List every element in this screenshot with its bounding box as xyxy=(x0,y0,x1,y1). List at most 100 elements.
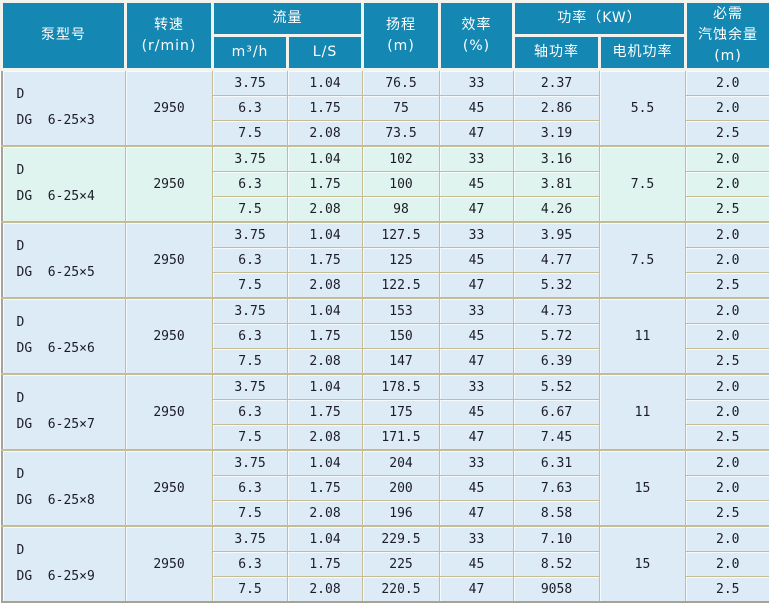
pump-model-line2: DG 6-25×4 xyxy=(17,184,125,210)
header-npsh-unit: (m) xyxy=(688,46,768,67)
cell-flow-m3h: 6.3 xyxy=(213,476,288,501)
pump-model-line2: DG 6-25×5 xyxy=(17,260,125,286)
cell-efficiency: 45 xyxy=(440,248,514,273)
cell-efficiency: 47 xyxy=(440,501,514,527)
cell-efficiency: 45 xyxy=(440,476,514,501)
cell-shaft-power: 5.52 xyxy=(514,374,600,400)
cell-head: 127.5 xyxy=(363,222,440,248)
pump-model-line1: D xyxy=(17,234,125,260)
cell-speed: 2950 xyxy=(126,70,213,147)
pump-model-line2: DG 6-25×8 xyxy=(17,488,125,514)
cell-npsh: 2.0 xyxy=(686,96,769,121)
cell-flow-m3h: 6.3 xyxy=(213,400,288,425)
cell-head: 178.5 xyxy=(363,374,440,400)
cell-head: 122.5 xyxy=(363,273,440,299)
cell-efficiency: 47 xyxy=(440,349,514,375)
cell-efficiency: 33 xyxy=(440,450,514,476)
cell-motor-power: 5.5 xyxy=(600,70,686,147)
cell-head: 73.5 xyxy=(363,121,440,147)
cell-flow-ls: 1.04 xyxy=(288,526,363,552)
header-head: 扬程 (m) xyxy=(363,2,440,70)
pump-model-line1: D xyxy=(17,386,125,412)
header-speed-label: 转速 xyxy=(128,15,210,36)
cell-flow-ls: 1.75 xyxy=(288,476,363,501)
cell-shaft-power: 8.58 xyxy=(514,501,600,527)
cell-head: 171.5 xyxy=(363,425,440,451)
header-npsh-label-2: 汽蚀余量 xyxy=(688,25,768,46)
cell-flow-m3h: 7.5 xyxy=(213,501,288,527)
cell-shaft-power: 7.10 xyxy=(514,526,600,552)
cell-head: 175 xyxy=(363,400,440,425)
cell-efficiency: 45 xyxy=(440,96,514,121)
cell-flow-m3h: 7.5 xyxy=(213,273,288,299)
cell-npsh: 2.5 xyxy=(686,425,769,451)
cell-flow-m3h: 6.3 xyxy=(213,248,288,273)
cell-npsh: 2.0 xyxy=(686,400,769,425)
cell-speed: 2950 xyxy=(126,374,213,450)
cell-flow-m3h: 6.3 xyxy=(213,324,288,349)
cell-efficiency: 47 xyxy=(440,577,514,603)
cell-shaft-power: 4.77 xyxy=(514,248,600,273)
cell-flow-m3h: 3.75 xyxy=(213,450,288,476)
cell-head: 125 xyxy=(363,248,440,273)
cell-shaft-power: 2.86 xyxy=(514,96,600,121)
header-efficiency: 效率 (%) xyxy=(440,2,514,70)
header-flow: 流量 xyxy=(213,2,363,36)
header-power: 功率（KW） xyxy=(514,2,686,36)
pump-model-line2: DG 6-25×6 xyxy=(17,336,125,362)
header-flow-m3h: m³/h xyxy=(213,36,288,70)
cell-efficiency: 33 xyxy=(440,298,514,324)
cell-flow-m3h: 3.75 xyxy=(213,146,288,172)
cell-npsh: 2.5 xyxy=(686,501,769,527)
cell-flow-ls: 2.08 xyxy=(288,273,363,299)
pump-model-line1: D xyxy=(17,310,125,336)
cell-flow-ls: 1.75 xyxy=(288,248,363,273)
cell-efficiency: 45 xyxy=(440,552,514,577)
cell-flow-ls: 1.04 xyxy=(288,374,363,400)
cell-head: 153 xyxy=(363,298,440,324)
cell-efficiency: 45 xyxy=(440,172,514,197)
cell-flow-m3h: 7.5 xyxy=(213,197,288,223)
cell-flow-m3h: 3.75 xyxy=(213,526,288,552)
header-npsh-label-1: 必需 xyxy=(688,4,768,25)
cell-flow-m3h: 6.3 xyxy=(213,552,288,577)
cell-shaft-power: 3.16 xyxy=(514,146,600,172)
cell-shaft-power: 6.67 xyxy=(514,400,600,425)
cell-head: 229.5 xyxy=(363,526,440,552)
cell-efficiency: 45 xyxy=(440,400,514,425)
header-npsh: 必需 汽蚀余量 (m) xyxy=(686,2,769,70)
cell-flow-m3h: 6.3 xyxy=(213,96,288,121)
cell-flow-ls: 2.08 xyxy=(288,425,363,451)
cell-flow-ls: 2.08 xyxy=(288,501,363,527)
cell-efficiency: 33 xyxy=(440,222,514,248)
cell-flow-ls: 2.08 xyxy=(288,121,363,147)
cell-shaft-power: 2.37 xyxy=(514,70,600,96)
cell-speed: 2950 xyxy=(126,222,213,298)
cell-shaft-power: 7.45 xyxy=(514,425,600,451)
cell-efficiency: 45 xyxy=(440,324,514,349)
cell-npsh: 2.0 xyxy=(686,450,769,476)
cell-flow-m3h: 3.75 xyxy=(213,222,288,248)
cell-flow-ls: 2.08 xyxy=(288,577,363,603)
cell-npsh: 2.0 xyxy=(686,324,769,349)
header-row-1: 泵型号 转速 (r/min) 流量 扬程 (m) 效率 (%) 功率（KW） 必… xyxy=(2,2,769,36)
cell-flow-ls: 1.75 xyxy=(288,172,363,197)
cell-npsh: 2.5 xyxy=(686,273,769,299)
cell-shaft-power: 3.95 xyxy=(514,222,600,248)
cell-shaft-power: 4.73 xyxy=(514,298,600,324)
cell-head: 76.5 xyxy=(363,70,440,96)
cell-motor-power: 11 xyxy=(600,298,686,374)
cell-flow-ls: 1.04 xyxy=(288,146,363,172)
cell-shaft-power: 3.19 xyxy=(514,121,600,147)
